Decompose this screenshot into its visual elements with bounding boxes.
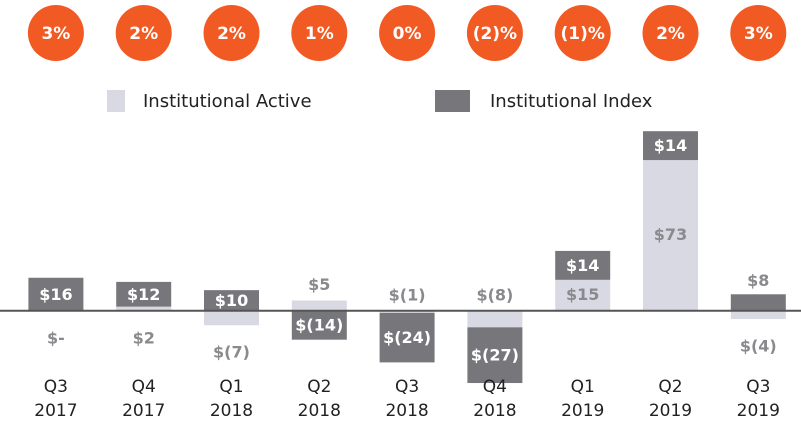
growth-badge [27, 5, 84, 61]
bar-segment [291, 310, 347, 340]
growth-label: 0% [393, 24, 422, 44]
value-label: $15 [566, 285, 599, 304]
x-tick-label: 2018 [385, 401, 428, 421]
x-tick-label: 2017 [122, 401, 165, 421]
bar-segment [291, 300, 347, 311]
x-tick-label: Q3 [746, 377, 770, 397]
legend-swatch [107, 90, 125, 112]
value-label: $12 [127, 285, 160, 304]
bar-segment [28, 277, 84, 311]
x-tick-label: Q1 [219, 377, 243, 397]
bar-segment [467, 310, 523, 328]
value-label: $2 [133, 328, 155, 347]
growth-label: 3% [744, 24, 773, 44]
value-label: $16 [39, 285, 72, 304]
bar-segment [116, 306, 172, 311]
value-label: $(8) [476, 285, 513, 304]
bar-segment [379, 312, 435, 363]
growth-badge [642, 5, 699, 61]
bar-segment [467, 327, 523, 384]
growth-badge [730, 5, 787, 61]
bar-segment [730, 310, 786, 320]
bar-segment [204, 310, 259, 326]
x-tick-label: 2018 [298, 401, 341, 421]
bar-segment [643, 131, 698, 161]
x-tick-label: Q3 [395, 377, 419, 397]
x-tick-label: Q4 [132, 377, 156, 397]
legend-label: Institutional Index [490, 91, 653, 112]
growth-label: 1% [305, 24, 334, 44]
value-label: $10 [215, 291, 248, 310]
growth-label: (2)% [473, 24, 517, 44]
growth-label: 2% [129, 24, 158, 44]
value-label: $(4) [740, 337, 777, 356]
bar-segment [555, 279, 611, 311]
x-tick-label: 2018 [473, 401, 516, 421]
growth-badge [554, 5, 611, 61]
growth-badge [291, 5, 348, 61]
x-tick-label: Q3 [44, 377, 68, 397]
bar-segment [379, 310, 435, 313]
x-tick-label: Q1 [571, 377, 595, 397]
value-label: $5 [308, 275, 330, 294]
x-tick-label: 2017 [34, 401, 77, 421]
x-tick-label: 2019 [737, 401, 780, 421]
x-tick-label: 2019 [649, 401, 692, 421]
bar-segment [204, 290, 259, 311]
growth-label: 3% [41, 24, 70, 44]
growth-label: (1)% [560, 24, 604, 44]
value-label: $(27) [471, 346, 519, 365]
growth-badge [379, 5, 436, 61]
bar-segment [555, 250, 611, 280]
x-tick-label: Q2 [658, 377, 682, 397]
value-label: $- [47, 328, 65, 347]
bar-segment [116, 281, 172, 307]
x-tick-label: 2019 [561, 401, 604, 421]
growth-label: 2% [217, 24, 246, 44]
value-label: $14 [566, 256, 599, 275]
growth-badge [466, 5, 523, 61]
x-tick-label: Q2 [307, 377, 331, 397]
value-label: $8 [747, 271, 769, 290]
growth-badge [115, 5, 172, 61]
value-label: $(1) [389, 285, 426, 304]
bar-segment [643, 160, 698, 311]
x-tick-label: Q4 [483, 377, 507, 397]
legend-label: Institutional Active [143, 91, 312, 112]
value-label: $(14) [295, 316, 343, 335]
legend-swatch [435, 90, 470, 112]
value-label: $73 [654, 225, 687, 244]
growth-label: 2% [656, 24, 685, 44]
bar-segment [730, 294, 786, 311]
growth-badge [203, 5, 260, 61]
x-tick-label: 2018 [210, 401, 253, 421]
value-label: $14 [654, 136, 687, 155]
value-label: $(24) [383, 328, 431, 347]
value-label: $(7) [213, 343, 250, 362]
